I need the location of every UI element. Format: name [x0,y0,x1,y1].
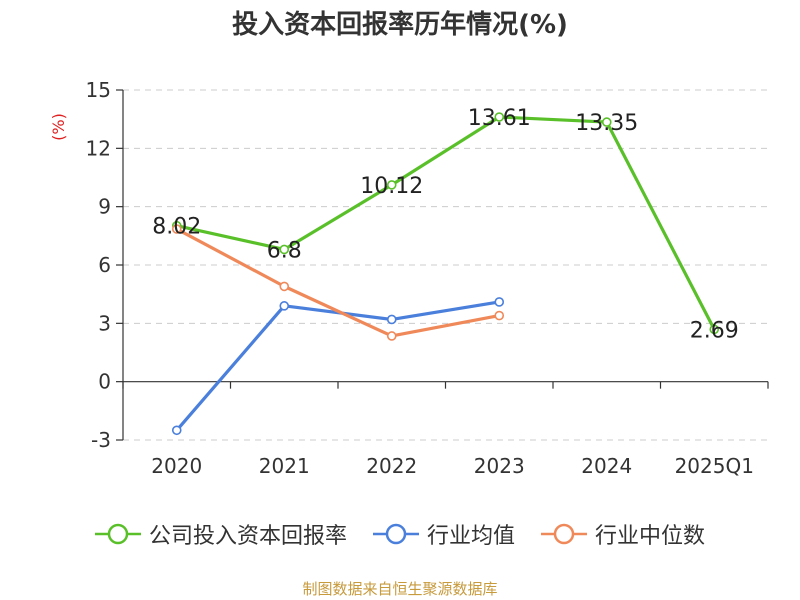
y-tick-label: 15 [86,78,111,102]
data-point [494,112,505,122]
series-line-0 [176,115,716,331]
legend-swatch [94,523,141,545]
data-label: 6.8 [267,238,302,263]
axes: -3 0 3 6 9 12 15 2020 2021 2022 2023 2024 2025Q1 [86,78,769,478]
data-point [386,314,397,325]
y-tick-label: 12 [86,136,111,160]
data-point [279,301,290,311]
data-label: 2.69 [690,318,739,343]
data-point [386,331,397,341]
data-point [279,281,290,292]
x-tick-label: 2025Q1 [675,454,754,478]
legend-item[interactable]: 公司投入资本回报率 [94,518,347,550]
legend-label: 行业中位数 [595,524,706,549]
grid-lines [123,89,768,441]
y-tick-label: 0 [98,370,111,394]
y-tick-label: 3 [98,311,111,335]
x-tick-label: 2023 [474,454,525,478]
data-point [601,117,612,127]
data-point [494,297,505,307]
legend-item[interactable]: 行业均值 [372,518,515,550]
data-label: 8.02 [152,215,201,240]
series-lines [171,112,720,436]
y-tick-label: -3 [91,428,111,452]
y-tick-label: 9 [98,195,111,219]
data-point [279,244,290,255]
data-label: 10.12 [360,174,423,199]
data-point [709,324,720,335]
y-axis-label: (%) [49,113,68,141]
chart-title: 投入资本回报率历年情况(%) [232,10,568,40]
data-label: 13.61 [468,106,531,131]
x-tick-label: 2021 [259,454,310,478]
legend-swatch-marker [385,523,407,545]
legend-swatch [372,523,419,545]
legend-label: 行业均值 [426,524,515,549]
data-labels: 8.02 6.8 10.12 13.61 13.35 2.69 [152,106,738,343]
y-tick-label: 6 [98,253,111,277]
data-point [171,224,182,234]
x-tick-label: 2022 [366,454,417,478]
legend-label: 公司投入资本回报率 [148,524,347,549]
legend: 公司投入资本回报率 行业均值 行业中位数 [0,518,800,550]
series-line-1 [175,300,500,432]
data-label: 13.35 [575,111,638,136]
legend-swatch [541,523,587,545]
legend-swatch-marker [107,523,129,545]
data-point [171,425,182,436]
series-line-2 [175,227,500,338]
data-point [494,310,505,321]
data-point [386,180,397,190]
legend-item[interactable]: 行业中位数 [541,518,705,550]
x-tick-label: 2024 [581,454,632,478]
source-note: 制图数据来自恒生聚源数据库 [302,580,498,598]
x-tick-label: 2020 [151,454,202,478]
legend-swatch-marker [553,523,575,545]
